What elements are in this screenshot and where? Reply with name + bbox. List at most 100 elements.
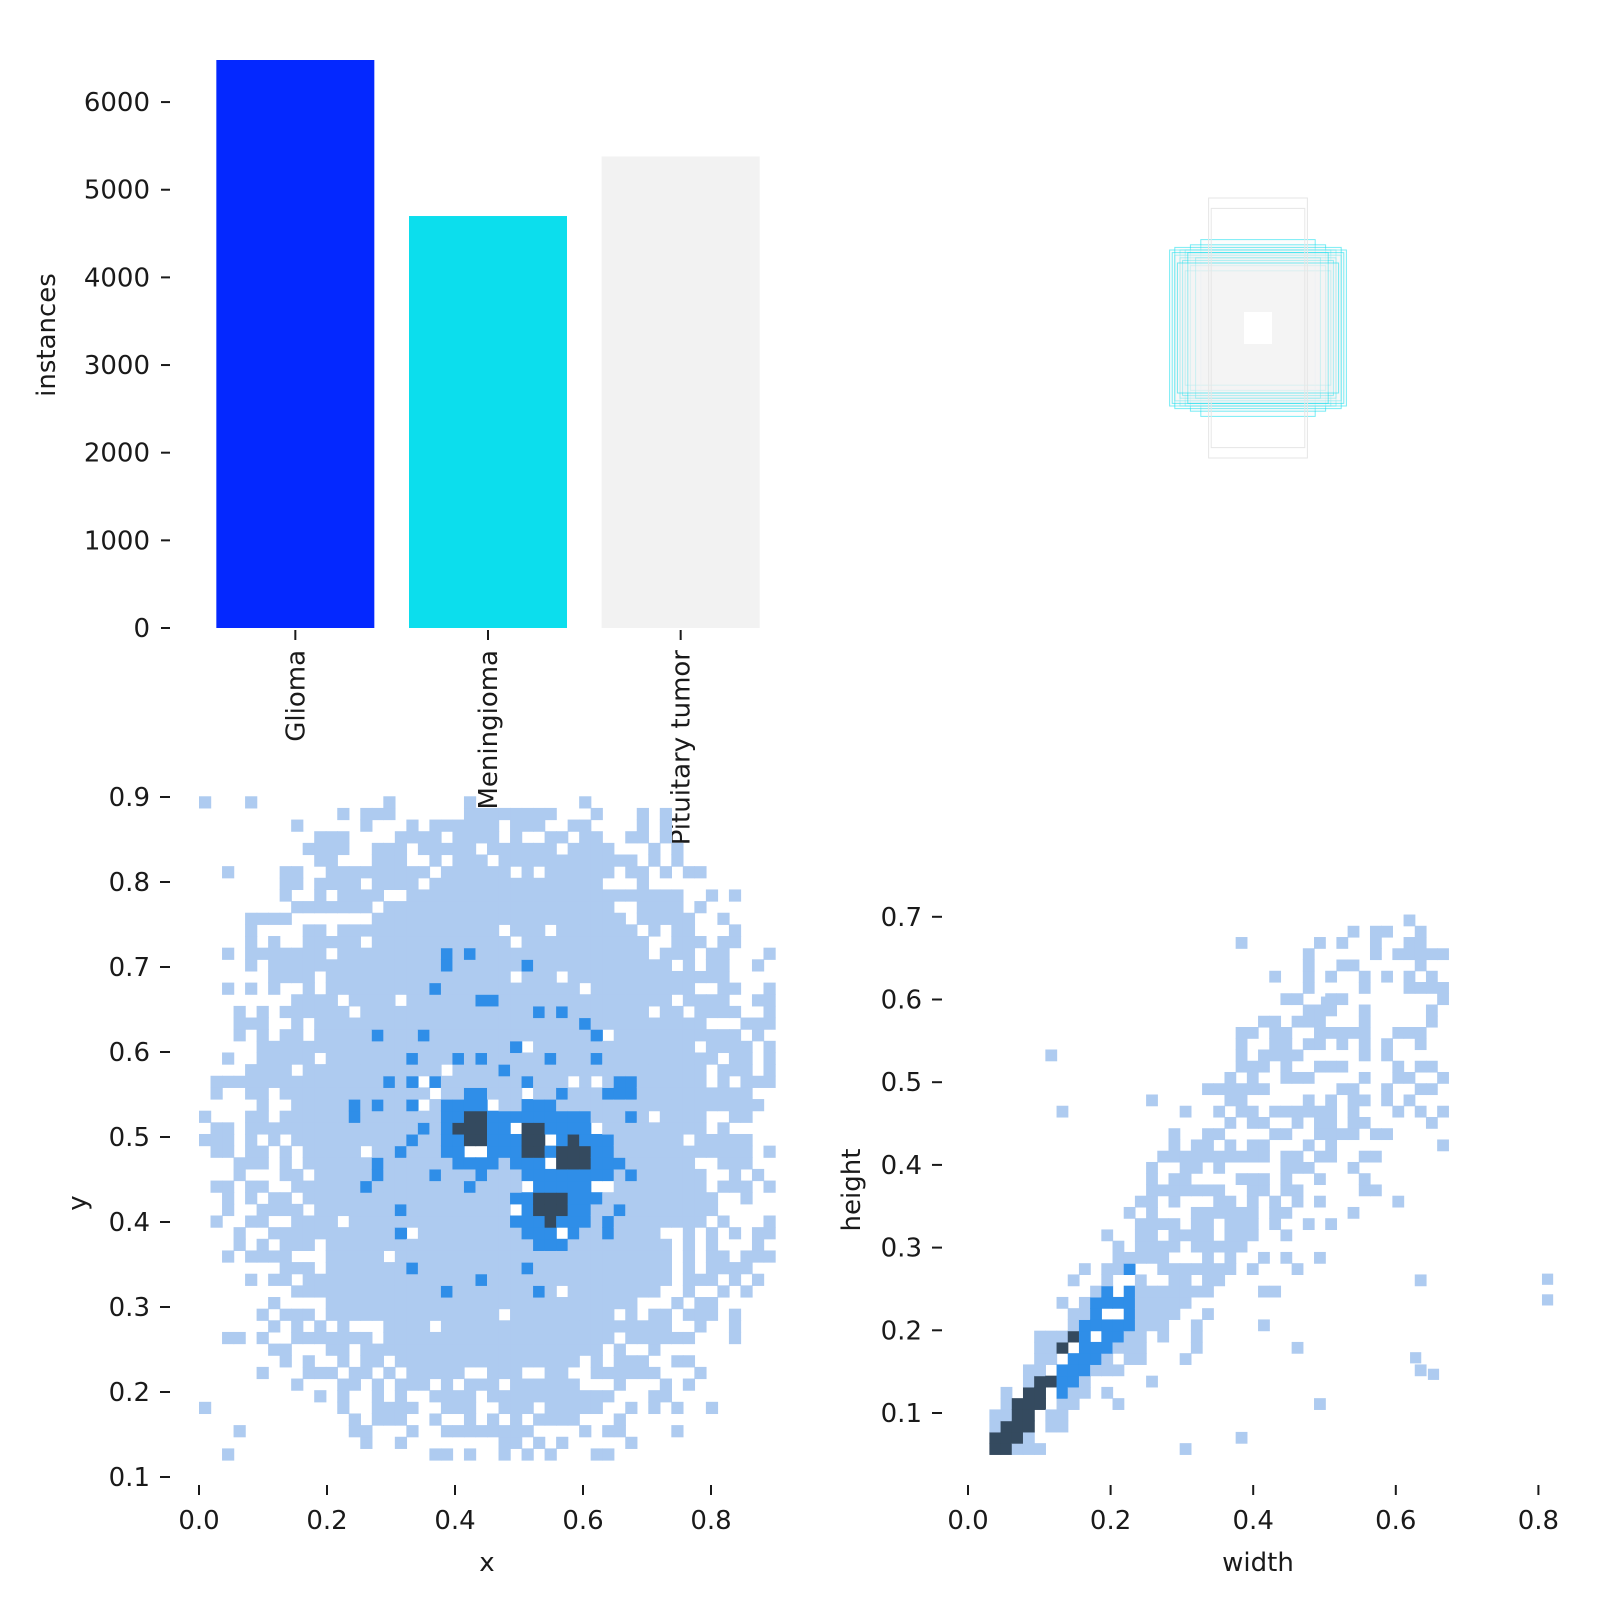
heatmap-cell <box>233 1017 246 1030</box>
heatmap-cell <box>337 947 350 960</box>
heatmap-cell <box>1358 1150 1371 1163</box>
heatmap-cell <box>1022 1431 1035 1444</box>
heatmap-cell <box>1190 1150 1203 1163</box>
heatmap-cell <box>291 1180 304 1193</box>
heatmap-cell <box>1280 1161 1293 1174</box>
heatmap-cell <box>625 1168 638 1182</box>
heatmap-cell <box>337 1203 350 1217</box>
heatmap-cell <box>1123 1263 1136 1275</box>
heatmap-cell <box>625 1227 638 1240</box>
heatmap-cell <box>510 1273 523 1286</box>
heatmap-cell <box>590 1133 603 1147</box>
heatmap-cell <box>636 819 649 832</box>
heatmap-cell <box>636 1133 649 1147</box>
x-tick-label: 0.8 <box>690 1506 731 1536</box>
heatmap-cell <box>510 807 523 821</box>
heatmap-cell <box>694 1203 707 1217</box>
heatmap-cell <box>394 1273 408 1286</box>
heatmap-cell <box>1168 1274 1181 1287</box>
heatmap-cell <box>602 947 615 960</box>
heatmap-cell <box>521 1215 534 1228</box>
heatmap-cell <box>1414 1274 1427 1287</box>
heatmap-cell <box>291 959 304 972</box>
heatmap-cell <box>452 924 465 937</box>
heatmap-cell <box>659 1378 672 1391</box>
heatmap-cell <box>417 1366 431 1380</box>
y-tick-label: 0.5 <box>109 1123 150 1153</box>
heatmap-cell <box>671 1203 684 1217</box>
heatmap-cell <box>452 1029 465 1042</box>
heatmap-cell <box>671 912 684 925</box>
heatmap-cell <box>406 1192 419 1205</box>
heatmap-cell <box>417 1005 431 1019</box>
heatmap-cell <box>463 796 477 809</box>
heatmap-cell <box>475 1308 488 1321</box>
heatmap-cell <box>694 1308 707 1321</box>
heatmap-cell <box>452 819 465 832</box>
heatmap-cell <box>671 1040 684 1054</box>
heatmap-cell <box>625 889 638 902</box>
heatmap-cell <box>360 947 373 960</box>
heatmap-cell <box>325 1157 338 1170</box>
heatmap-cell <box>544 1308 557 1321</box>
heatmap-cell <box>337 842 350 856</box>
heatmap-cell <box>371 1168 384 1182</box>
heatmap-cell <box>1224 1240 1237 1253</box>
heatmap-cell <box>383 1099 396 1112</box>
heatmap-cell <box>463 1273 477 1286</box>
heatmap-cell <box>625 982 638 995</box>
heatmap-cell <box>1392 1027 1405 1039</box>
heatmap-cell <box>728 1087 742 1100</box>
heatmap-cell <box>510 1436 523 1449</box>
heatmap-cell <box>1067 1308 1080 1320</box>
heatmap-cell <box>394 1064 408 1077</box>
heatmap-cell <box>567 1005 580 1019</box>
heatmap-cell <box>487 1273 500 1286</box>
heatmap-cell <box>1123 1296 1136 1309</box>
heatmap-cell <box>498 1390 511 1403</box>
heatmap-cell <box>728 1005 742 1019</box>
heatmap-cell <box>256 1122 269 1135</box>
heatmap-cell <box>1056 1364 1069 1377</box>
heatmap-cell <box>510 1064 523 1077</box>
heatmap-cell <box>648 1133 661 1147</box>
heatmap-cell <box>394 1040 408 1054</box>
heatmap-cell <box>590 866 603 879</box>
heatmap-cell <box>1034 1353 1046 1365</box>
heatmap-cell <box>1168 1128 1181 1141</box>
heatmap-cell <box>533 807 546 821</box>
heatmap-cell <box>613 1378 626 1391</box>
heatmap-cell <box>682 994 696 1007</box>
heatmap-cell <box>705 1052 719 1065</box>
heatmap-cell <box>521 1192 534 1205</box>
heatmap-cell <box>533 982 546 995</box>
heatmap-cell <box>1325 1218 1338 1231</box>
heatmap-cell <box>682 1215 696 1228</box>
heatmap-cell <box>1269 1195 1282 1208</box>
heatmap-cell <box>556 831 569 844</box>
heatmap-cell <box>279 959 292 972</box>
heatmap-cell <box>429 1052 442 1065</box>
heatmap-cell <box>452 1040 465 1054</box>
heatmap-cell <box>498 1017 511 1030</box>
heatmap-cell <box>751 1075 765 1088</box>
heatmap-cell <box>1213 1206 1226 1219</box>
heatmap-cell <box>233 1029 246 1042</box>
heatmap-cell <box>440 1168 454 1182</box>
heatmap-cell <box>613 1355 626 1368</box>
heatmap-cell <box>763 947 776 960</box>
heatmap-cell <box>636 947 649 960</box>
heatmap-cell <box>648 994 661 1007</box>
heatmap-cell <box>521 1262 534 1275</box>
heatmap-cell <box>590 1192 603 1205</box>
heatmap-cell <box>348 1366 361 1380</box>
heatmap-cell <box>740 1099 753 1112</box>
heatmap-cell <box>1269 1128 1282 1141</box>
heatmap-cell <box>544 1180 557 1193</box>
heatmap-cell <box>1134 1229 1147 1242</box>
heatmap-cell <box>302 947 315 960</box>
heatmap-cell <box>440 994 454 1007</box>
heatmap-cell <box>1280 1206 1293 1219</box>
heatmap-cell <box>498 970 511 984</box>
heatmap-cell <box>510 1215 523 1228</box>
